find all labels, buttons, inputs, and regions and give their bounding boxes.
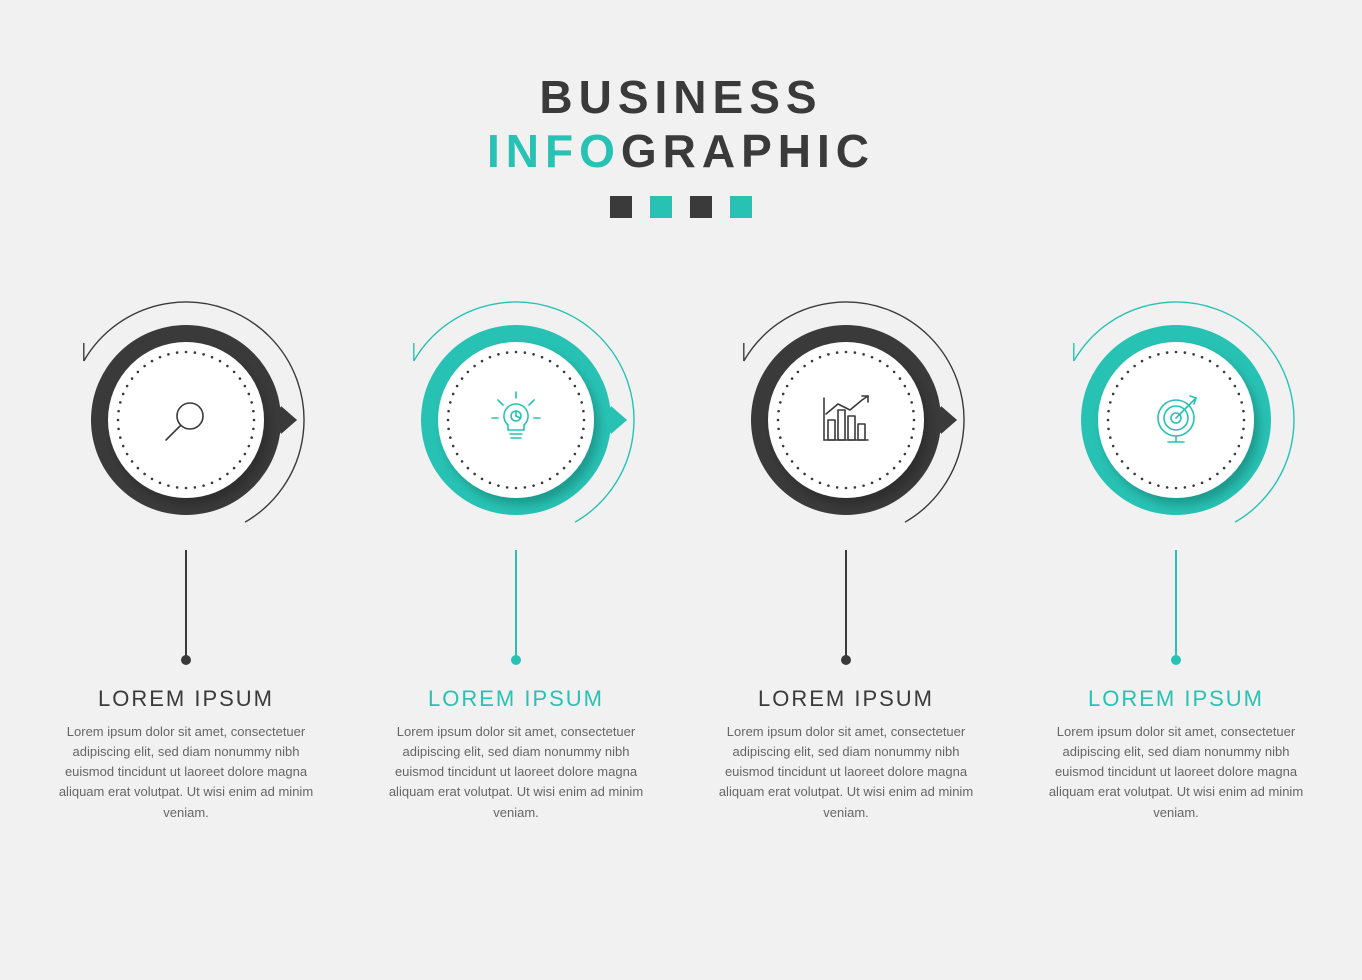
title-line2: INFOGRAPHIC xyxy=(0,124,1362,178)
step-2-connector xyxy=(515,550,517,660)
title-line1: BUSINESS xyxy=(0,70,1362,124)
step-3: LOREM IPSUM Lorem ipsum dolor sit amet, … xyxy=(716,290,976,823)
step-1: LOREM IPSUM Lorem ipsum dolor sit amet, … xyxy=(56,290,316,823)
title-rest: GRAPHIC xyxy=(621,125,875,177)
step-3-body: Lorem ipsum dolor sit amet, consectetuer… xyxy=(716,722,976,823)
step-2-circle xyxy=(386,290,646,550)
step-1-title: LOREM IPSUM xyxy=(98,686,274,712)
step-2-body: Lorem ipsum dolor sit amet, consectetuer… xyxy=(386,722,646,823)
step-4-circle xyxy=(1046,290,1306,550)
step-4-connector xyxy=(1175,550,1177,660)
square-1 xyxy=(610,196,632,218)
step-4-body: Lorem ipsum dolor sit amet, consectetuer… xyxy=(1046,722,1306,823)
step-3-connector xyxy=(845,550,847,660)
square-3 xyxy=(690,196,712,218)
step-2-title: LOREM IPSUM xyxy=(428,686,604,712)
magnifier-icon xyxy=(56,290,316,550)
square-2 xyxy=(650,196,672,218)
step-1-circle xyxy=(56,290,316,550)
title-accent: INFO xyxy=(487,125,621,177)
step-3-circle xyxy=(716,290,976,550)
step-2: LOREM IPSUM Lorem ipsum dolor sit amet, … xyxy=(386,290,646,823)
step-4: LOREM IPSUM Lorem ipsum dolor sit amet, … xyxy=(1046,290,1306,823)
infographic-canvas: BUSINESS INFOGRAPHIC LOREM IPSUM xyxy=(0,0,1362,980)
step-4-title: LOREM IPSUM xyxy=(1088,686,1264,712)
steps-row: LOREM IPSUM Lorem ipsum dolor sit amet, … xyxy=(0,290,1362,823)
decorative-squares xyxy=(0,196,1362,218)
step-1-body: Lorem ipsum dolor sit amet, consectetuer… xyxy=(56,722,316,823)
step-3-title: LOREM IPSUM xyxy=(758,686,934,712)
square-4 xyxy=(730,196,752,218)
title-block: BUSINESS INFOGRAPHIC xyxy=(0,70,1362,218)
chart-icon xyxy=(716,290,976,550)
step-1-connector xyxy=(185,550,187,660)
bulb-icon xyxy=(386,290,646,550)
target-icon xyxy=(1046,290,1306,550)
